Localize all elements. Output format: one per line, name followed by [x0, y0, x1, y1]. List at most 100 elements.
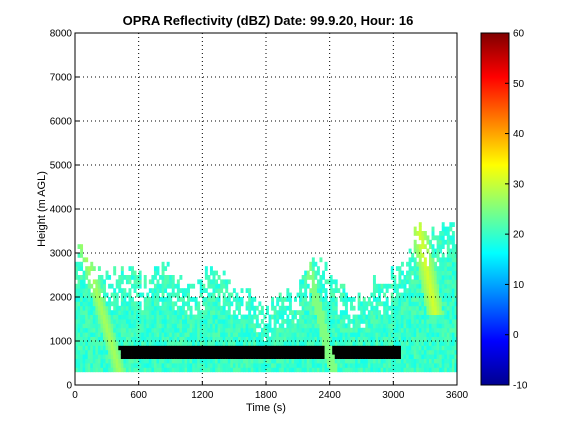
reflectivity-cell: [439, 235, 443, 241]
reflectivity-cell: [416, 363, 420, 368]
reflectivity-cell: [171, 319, 175, 324]
reflectivity-cell: [350, 354, 353, 359]
reflectivity-cell: [97, 332, 101, 337]
reflectivity-cell: [276, 345, 280, 351]
reflectivity-cell: [428, 358, 432, 364]
reflectivity-cell: [327, 279, 331, 285]
reflectivity-cell: [309, 297, 313, 302]
reflectivity-cell: [311, 275, 315, 280]
reflectivity-cell: [207, 314, 211, 320]
reflectivity-cell: [250, 336, 254, 342]
reflectivity-cell: [232, 345, 236, 351]
reflectivity-cell: [220, 345, 224, 351]
reflectivity-cell: [204, 336, 208, 342]
reflectivity-cell: [95, 279, 99, 285]
reflectivity-cell: [215, 319, 219, 324]
reflectivity-cell: [400, 297, 404, 302]
reflectivity-cell: [449, 235, 453, 241]
reflectivity-cell: [329, 358, 333, 364]
reflectivity-cell: [90, 349, 94, 355]
reflectivity-cell: [212, 354, 216, 359]
chart-title: OPRA Reflectivity (dBZ) Date: 99.9.20, H…: [123, 13, 414, 28]
reflectivity-cell: [95, 283, 99, 289]
reflectivity-cell: [266, 310, 269, 315]
reflectivity-cell: [385, 301, 389, 307]
reflectivity-cell: [92, 292, 96, 298]
reflectivity-cell: [118, 319, 122, 324]
reflectivity-cell: [222, 327, 226, 333]
reflectivity-cell: [220, 367, 224, 373]
reflectivity-cell: [454, 288, 458, 293]
reflectivity-cell: [418, 257, 422, 263]
reflectivity-cell: [207, 292, 211, 298]
reflectivity-cell: [431, 314, 435, 320]
reflectivity-cell: [441, 253, 445, 258]
reflectivity-cell: [202, 345, 206, 351]
reflectivity-cell: [268, 363, 272, 368]
reflectivity-cell: [82, 349, 86, 355]
reflectivity-cell: [161, 275, 165, 280]
reflectivity-cell: [360, 310, 364, 315]
reflectivity-cell: [451, 244, 455, 249]
reflectivity-cell: [403, 323, 407, 329]
reflectivity-cell: [189, 345, 193, 351]
reflectivity-cell: [141, 367, 145, 373]
reflectivity-cell: [408, 292, 412, 298]
reflectivity-cell: [352, 349, 356, 355]
reflectivity-cell: [225, 301, 229, 307]
reflectivity-cell: [398, 270, 402, 276]
reflectivity-cell: [120, 341, 124, 346]
reflectivity-cell: [100, 363, 104, 368]
reflectivity-cell: [240, 358, 244, 364]
reflectivity-cell: [92, 358, 96, 364]
reflectivity-cell: [192, 283, 196, 289]
reflectivity-cell: [370, 341, 374, 346]
reflectivity-cell: [248, 314, 252, 320]
reflectivity-cell: [344, 314, 348, 320]
reflectivity-cell: [378, 341, 381, 346]
reflectivity-cell: [220, 349, 224, 355]
reflectivity-cell: [113, 292, 117, 298]
reflectivity-cell: [97, 367, 101, 373]
reflectivity-cell: [403, 336, 407, 342]
reflectivity-cell: [449, 323, 453, 329]
reflectivity-cell: [416, 248, 420, 254]
reflectivity-cell: [237, 363, 241, 368]
reflectivity-cell: [243, 323, 247, 329]
reflectivity-cell: [85, 336, 89, 342]
reflectivity-cell: [395, 336, 399, 342]
reflectivity-cell: [439, 367, 443, 373]
reflectivity-cell: [82, 336, 86, 342]
reflectivity-cell: [207, 358, 211, 364]
reflectivity-cell: [181, 363, 185, 368]
reflectivity-cell: [406, 358, 410, 364]
reflectivity-cell: [418, 367, 422, 373]
reflectivity-cell: [125, 327, 129, 333]
reflectivity-cell: [446, 327, 450, 333]
reflectivity-cell: [159, 345, 162, 351]
reflectivity-cell: [296, 292, 300, 298]
reflectivity-cell: [82, 345, 86, 351]
reflectivity-cell: [426, 327, 430, 333]
reflectivity-cell: [143, 279, 147, 285]
reflectivity-cell: [159, 358, 162, 364]
reflectivity-cell: [151, 327, 155, 333]
reflectivity-cell: [347, 327, 351, 333]
reflectivity-cell: [439, 323, 443, 329]
reflectivity-cell: [281, 363, 285, 368]
reflectivity-cell: [164, 275, 168, 280]
reflectivity-cell: [398, 345, 402, 351]
reflectivity-cell: [434, 261, 438, 267]
reflectivity-cell: [90, 283, 94, 289]
reflectivity-cell: [115, 358, 119, 364]
reflectivity-cell: [319, 257, 323, 263]
reflectivity-cell: [406, 305, 410, 311]
reflectivity-cell: [416, 327, 420, 333]
reflectivity-cell: [390, 319, 394, 324]
reflectivity-cell: [380, 314, 384, 320]
reflectivity-cell: [413, 297, 417, 302]
reflectivity-cell: [174, 327, 178, 333]
reflectivity-cell: [395, 301, 399, 307]
reflectivity-cell: [271, 363, 275, 368]
reflectivity-cell: [92, 349, 96, 355]
